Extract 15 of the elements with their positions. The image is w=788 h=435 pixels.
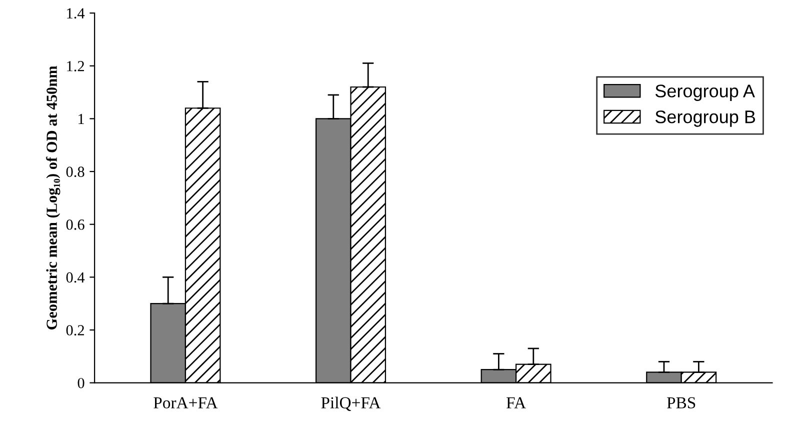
x-tick-label: PilQ+FA <box>321 396 381 411</box>
x-tick-label: PBS <box>666 397 696 408</box>
y-tick-label: 1 <box>78 114 84 124</box>
y-tick-label: 0.4 <box>66 272 85 283</box>
y-tick-label: 1.2 <box>67 61 84 72</box>
y-axis-title: Geometric mean (Log₁₀) of OD at 450nm <box>46 66 60 330</box>
legend-label: Serogroup A <box>655 84 755 101</box>
y-tick-label: 1.4 <box>67 8 85 19</box>
y-tick-label: 0.2 <box>66 325 84 336</box>
y-tick-label: 0 <box>78 378 84 388</box>
legend-label: Serogroup B <box>655 110 756 127</box>
x-tick-label: PorA+FA <box>154 397 218 408</box>
x-tick-label: FA <box>506 397 526 408</box>
y-tick-label: 0.6 <box>66 219 84 230</box>
y-tick-label: 0.8 <box>66 166 84 178</box>
